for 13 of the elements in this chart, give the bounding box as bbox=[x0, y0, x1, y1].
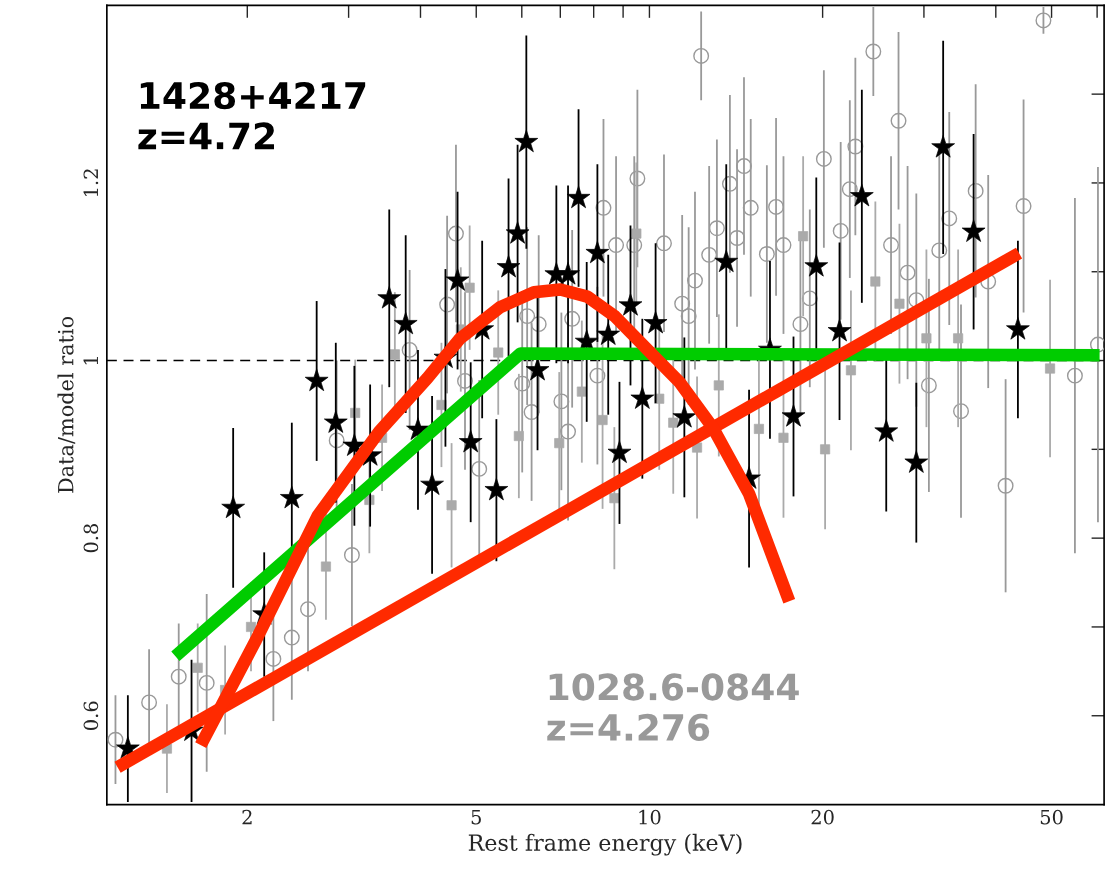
y-tick-label: 1 bbox=[83, 357, 98, 365]
x-tick-label: 10 bbox=[639, 809, 661, 825]
y-tick-label: 0.8 bbox=[83, 523, 99, 553]
y-axis-title: Data/model ratio bbox=[57, 316, 76, 493]
text: 1028.6-0844 z=4.276 bbox=[547, 673, 799, 742]
y-tick-label: 0.6 bbox=[83, 701, 99, 730]
text: 1428+4217 z=4.72 bbox=[138, 81, 366, 150]
y-tick-label: 1.2 bbox=[83, 169, 99, 197]
x-tick-label: 50 bbox=[1040, 809, 1063, 825]
x-tick-label: 2 bbox=[242, 809, 252, 825]
x-tick-label: 20 bbox=[811, 809, 834, 825]
x-tick-label: 5 bbox=[471, 810, 481, 825]
x-axis-title: Rest frame energy (keV) bbox=[468, 833, 742, 856]
